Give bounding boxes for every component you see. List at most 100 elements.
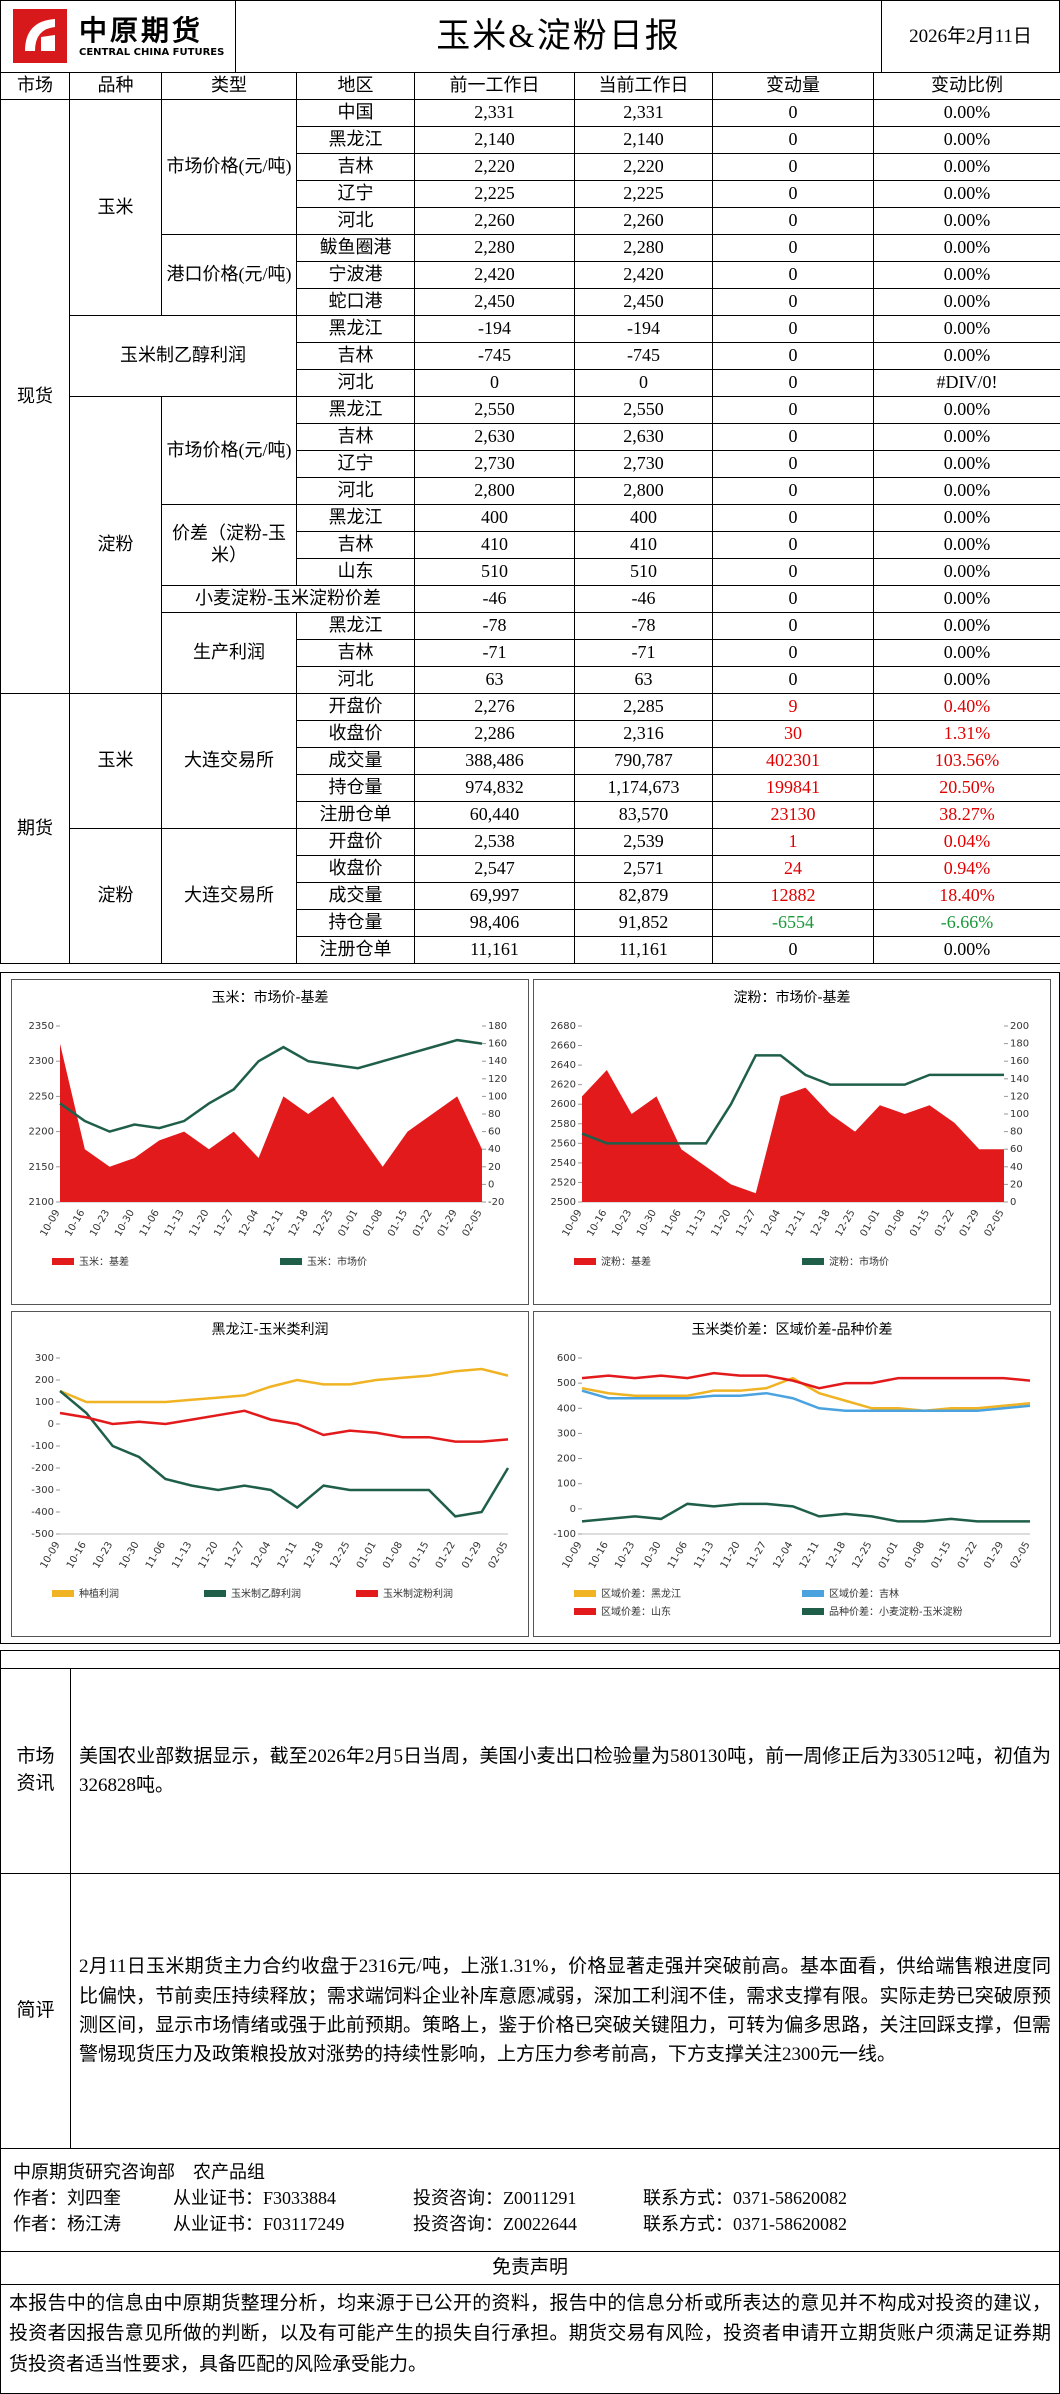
x-tick-label: 11-20	[709, 1208, 733, 1239]
change-value: 199841	[712, 774, 874, 802]
variety-label: 淀粉	[69, 396, 162, 694]
y2-tick-label: 160	[488, 1039, 507, 1050]
y-tick-label: 500	[557, 1378, 576, 1389]
legend-label: 区域价差：山东	[601, 1605, 671, 1618]
table-row: 现货 玉米 市场价格(元/吨) 中国 2,331 2,331 0 0.00%	[0, 99, 1060, 694]
change-value: 0	[712, 936, 874, 964]
curr-value: 2,280	[574, 234, 713, 262]
change-pct: 0.00%	[873, 423, 1060, 451]
prev-value: 974,832	[414, 774, 575, 802]
change-pct: 20.50%	[873, 774, 1060, 802]
x-tick-label: 11-13	[163, 1208, 187, 1239]
x-tick-label: 12-18	[824, 1540, 848, 1571]
y-tick-label: 200	[557, 1454, 576, 1465]
prev-value: 69,997	[414, 882, 575, 910]
curr-value: 2,539	[574, 828, 713, 856]
curr-value: 91,852	[574, 909, 713, 937]
x-tick-label: 11-06	[144, 1540, 168, 1571]
region: 黑龙江	[296, 504, 415, 532]
change-value: 0	[712, 369, 874, 397]
chart-title: 玉米：市场价-基差	[211, 989, 328, 1006]
prev-value: 2,730	[414, 450, 575, 478]
author-field: 投资咨询：Z0022644	[413, 2214, 577, 2234]
spacer	[0, 1650, 1060, 1668]
line	[59, 1390, 510, 1518]
line	[581, 1376, 1031, 1413]
x-tick-label: 11-27	[212, 1208, 236, 1239]
y2-tick-label: 60	[1010, 1144, 1023, 1155]
chart: 黑龙江-玉米类利润 -500 -400 -300 -200 -100 0 100 200 300 1…	[31, 1322, 510, 1600]
change-value: 0	[712, 342, 874, 370]
change-pct: 0.40%	[873, 693, 1060, 721]
x-tick-label: 10-30	[113, 1208, 137, 1239]
table-row: 河北 63 63 0 0.00%	[1, 666, 1060, 694]
y-tick-label: -400	[31, 1507, 54, 1518]
curr-value: 0	[574, 369, 713, 397]
change-value: 12882	[712, 882, 874, 910]
region: 注册仓单	[296, 801, 415, 829]
table-row: 注册仓单 11,161 11,161 0 0.00%	[1, 936, 1060, 964]
change-value: 0	[712, 153, 874, 181]
chart-panel: 黑龙江-玉米类利润 -500 -400 -300 -200 -100 0 100 200 300 1…	[11, 1311, 529, 1637]
y-tick-label: 2540	[551, 1158, 576, 1169]
legend-swatch	[356, 1590, 378, 1597]
department: 中原期货研究咨询部 农产品组	[13, 2162, 265, 2182]
table-row: 辽宁 2,730 2,730 0 0.00%	[1, 450, 1060, 478]
x-tick-label: 10-09	[39, 1540, 63, 1571]
y-tick-label: 2680	[551, 1021, 576, 1032]
y-tick-label: 100	[557, 1479, 576, 1490]
variety-label: 玉米制乙醇利润	[69, 315, 297, 397]
x-tick-label: 12-18	[809, 1208, 833, 1239]
y-tick-label: 2500	[551, 1197, 576, 1208]
y-tick-label: -100	[553, 1529, 576, 1540]
column-header: 品种	[69, 72, 162, 100]
prev-value: -745	[414, 342, 575, 370]
curr-value: 400	[574, 504, 713, 532]
table-row: 持仓量 98,406 91,852 -6554 -6.66%	[1, 909, 1060, 937]
y-tick-label: 2660	[551, 1041, 576, 1052]
region: 注册仓单	[296, 936, 415, 964]
region: 开盘价	[296, 828, 415, 856]
curr-value: 63	[574, 666, 713, 694]
y-tick-label: 100	[35, 1397, 54, 1408]
region: 辽宁	[296, 450, 415, 478]
y2-tick-label: 80	[1010, 1127, 1023, 1138]
change-pct: 0.00%	[873, 207, 1060, 235]
x-tick-label: 01-29	[460, 1540, 484, 1571]
prev-value: -194	[414, 315, 575, 343]
y2-tick-label: 140	[1010, 1074, 1029, 1085]
author-field: 从业证书：F03117249	[173, 2214, 345, 2234]
x-tick-label: 01-08	[883, 1208, 907, 1239]
change-value: 0	[712, 450, 874, 478]
x-tick-label: 12-11	[276, 1540, 300, 1571]
y-tick-label: 2250	[29, 1091, 54, 1102]
change-value: 0	[712, 558, 874, 586]
author-field: 联系方式：0371-58620082	[643, 2188, 847, 2208]
change-value: 30	[712, 720, 874, 748]
author-row: 作者：刘四奎 从业证书：F3033884 投资咨询：Z0011291 联系方式：037…	[13, 2185, 1047, 2211]
x-tick-label: 11-27	[223, 1540, 247, 1571]
comment-section: 简评 2月11日玉米期货主力合约收盘于2316元/吨，上涨1.31%，价格显著走…	[0, 1873, 1060, 2149]
x-tick-label: 11-13	[170, 1540, 194, 1571]
prev-value: 410	[414, 531, 575, 559]
author-row: 作者：杨江涛 从业证书：F03117249 投资咨询：Z0022644 联系方式：03…	[13, 2211, 1047, 2237]
news-section: 市场资讯 美国农业部数据显示，截至2026年2月5日当周，美国小麦出口检验量为5…	[0, 1668, 1060, 1874]
type-label: 大连交易所	[161, 693, 297, 829]
change-value: 0	[712, 261, 874, 289]
x-tick-label: 10-09	[561, 1540, 585, 1571]
change-value: -6554	[712, 909, 874, 937]
prev-value: 0	[414, 369, 575, 397]
region: 河北	[296, 207, 415, 235]
table-row: 河北 2,260 2,260 0 0.00%	[1, 207, 1060, 235]
prev-value: 2,450	[414, 288, 575, 316]
x-tick-label: 10-09	[39, 1208, 63, 1239]
x-tick-label: 01-01	[877, 1540, 901, 1571]
column-header: 变动量	[712, 72, 874, 100]
prev-value: 400	[414, 504, 575, 532]
x-tick-label: 02-05	[1009, 1540, 1033, 1571]
column-header: 市场	[0, 72, 70, 100]
logo-text: 中原期货	[79, 14, 204, 47]
change-pct: 103.56%	[873, 747, 1060, 775]
x-tick-label: 01-15	[908, 1208, 932, 1239]
author-field: 联系方式：0371-58620082	[643, 2214, 847, 2234]
